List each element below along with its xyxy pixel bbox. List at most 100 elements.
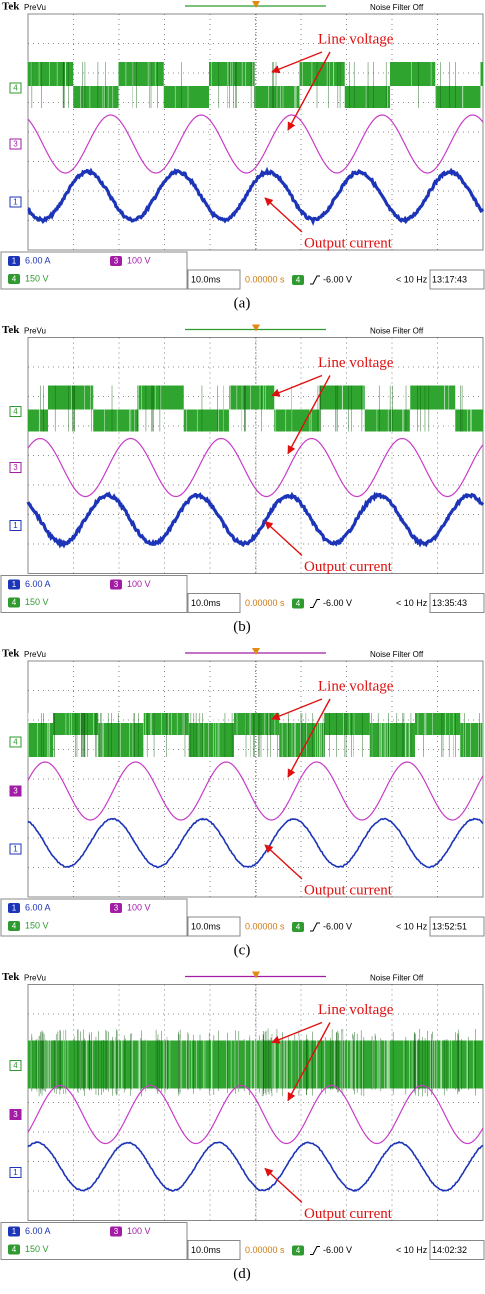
- timebase: 10.0ms: [191, 274, 221, 284]
- trigger-level: -6.00 V: [323, 1245, 352, 1255]
- trigger-marker: [252, 1, 260, 8]
- trigger-marker: [252, 325, 260, 332]
- pwm-block: [390, 62, 435, 86]
- channel-marker-label: 1: [13, 521, 18, 530]
- position: 0.00000 s: [245, 274, 285, 284]
- filter-status: Noise Filter Off: [370, 650, 424, 659]
- annotation-line-voltage: Line voltage: [318, 31, 394, 47]
- channel-scale: 150 V: [25, 920, 49, 930]
- caption: (d): [233, 1266, 251, 1282]
- brand: Tek: [2, 971, 20, 983]
- channel-marker-label: 4: [13, 738, 18, 747]
- frequency: < 10 Hz: [396, 598, 428, 608]
- pwm-block: [455, 410, 483, 432]
- pwm-block: [98, 723, 143, 757]
- slope-icon: [310, 600, 320, 608]
- pwm-block: [28, 62, 73, 86]
- pwm-block: [345, 86, 390, 108]
- pwm-block: [73, 86, 118, 108]
- mode: PreVu: [24, 974, 46, 983]
- trigger-channel: 4: [296, 599, 301, 608]
- pwm-block: [119, 62, 164, 86]
- channel-scale: 6.00 A: [25, 902, 51, 912]
- slope-icon: [310, 923, 320, 931]
- clock: 13:17:43: [432, 274, 467, 284]
- channel-badge-label: 4: [12, 1245, 17, 1254]
- channel-badge-label: 1: [12, 1227, 17, 1236]
- trigger-level: -6.00 V: [323, 598, 352, 608]
- channel-marker-label: 1: [13, 198, 18, 207]
- timebase: 10.0ms: [191, 921, 221, 931]
- channel-badge-label: 4: [12, 598, 17, 607]
- pwm-block: [435, 86, 480, 108]
- channel-marker-label: 3: [13, 787, 18, 796]
- position: 0.00000 s: [245, 1245, 285, 1255]
- annotation-output-current: Output current: [304, 559, 393, 575]
- channel-scale: 100 V: [127, 579, 151, 589]
- clock: 13:52:51: [432, 921, 467, 931]
- caption: (b): [233, 619, 251, 635]
- channel-scale: 100 V: [127, 1226, 151, 1236]
- pwm-block: [189, 723, 234, 757]
- pwm-block: [229, 386, 274, 410]
- pwm-block: [184, 410, 229, 432]
- brand: Tek: [2, 1, 20, 13]
- scope-panel: TekPreVuNoise Filter Off431Line voltageO…: [1, 648, 484, 959]
- slope-icon: [310, 276, 320, 284]
- brand: Tek: [2, 648, 20, 660]
- annotation-line-voltage: Line voltage: [318, 1002, 394, 1018]
- pwm-block: [234, 713, 279, 735]
- clock: 14:02:32: [432, 1245, 467, 1255]
- mode: PreVu: [24, 327, 46, 336]
- pwm-block: [93, 410, 138, 432]
- pwm-block: [48, 386, 93, 410]
- channel-scale: 150 V: [25, 273, 49, 283]
- pwm-block: [209, 62, 254, 86]
- clock: 13:35:43: [432, 598, 467, 608]
- figure: Tek PreVu Noise Filter Off 4 3 1 Line voltage O…: [0, 0, 485, 1294]
- frequency: < 10 Hz: [396, 274, 428, 284]
- frequency: < 10 Hz: [396, 1245, 428, 1255]
- channel-scale: 6.00 A: [25, 579, 51, 589]
- filter-status: Noise Filter Off: [370, 3, 424, 12]
- channel-scale: 6.00 A: [25, 255, 51, 265]
- pwm-block: [370, 723, 415, 757]
- channel-badge-label: 4: [12, 922, 17, 931]
- caption: (c): [234, 942, 251, 958]
- channel-badge-label: 1: [12, 580, 17, 589]
- channel-badge-label: 3: [114, 580, 119, 589]
- channel-marker-label: 1: [13, 845, 18, 854]
- pwm-block: [325, 713, 370, 735]
- channel-scale: 150 V: [25, 1244, 49, 1254]
- trigger-channel: 4: [296, 923, 301, 932]
- pwm-block: [139, 386, 184, 410]
- channel-scale: 6.00 A: [25, 1226, 51, 1236]
- scope-panel: TekPreVuNoise Filter Off431Line voltageO…: [1, 1, 484, 312]
- channel-scale: 150 V: [25, 597, 49, 607]
- channel-marker-label: 3: [13, 463, 18, 472]
- channel-scale: 100 V: [127, 255, 151, 265]
- annotation-line-voltage: Line voltage: [318, 678, 394, 694]
- filter-status: Noise Filter Off: [370, 327, 424, 336]
- trigger-channel: 4: [296, 1246, 301, 1255]
- filter-status: Noise Filter Off: [370, 974, 424, 983]
- channel-badge-label: 1: [12, 904, 17, 913]
- channel-badge-label: 3: [114, 904, 119, 913]
- pwm-block: [28, 410, 48, 432]
- annotation-line-voltage: Line voltage: [318, 355, 394, 371]
- channel-marker-label: 4: [13, 84, 18, 93]
- pwm-block: [274, 410, 319, 432]
- scope-panel: TekPreVuNoise Filter Off431Line voltageO…: [1, 324, 484, 635]
- caption: (a): [234, 295, 251, 311]
- position: 0.00000 s: [245, 598, 285, 608]
- pwm-block: [410, 386, 455, 410]
- trigger-level: -6.00 V: [323, 274, 352, 284]
- channel-marker-label: 4: [13, 1061, 18, 1070]
- timebase: 10.0ms: [191, 598, 221, 608]
- channel-marker-label: 4: [13, 407, 18, 416]
- mode: PreVu: [24, 3, 46, 12]
- channel-badge-label: 1: [12, 257, 17, 266]
- annotation-output-current: Output current: [304, 235, 393, 251]
- channel-marker-label: 3: [13, 1110, 18, 1119]
- trigger-level: -6.00 V: [323, 921, 352, 931]
